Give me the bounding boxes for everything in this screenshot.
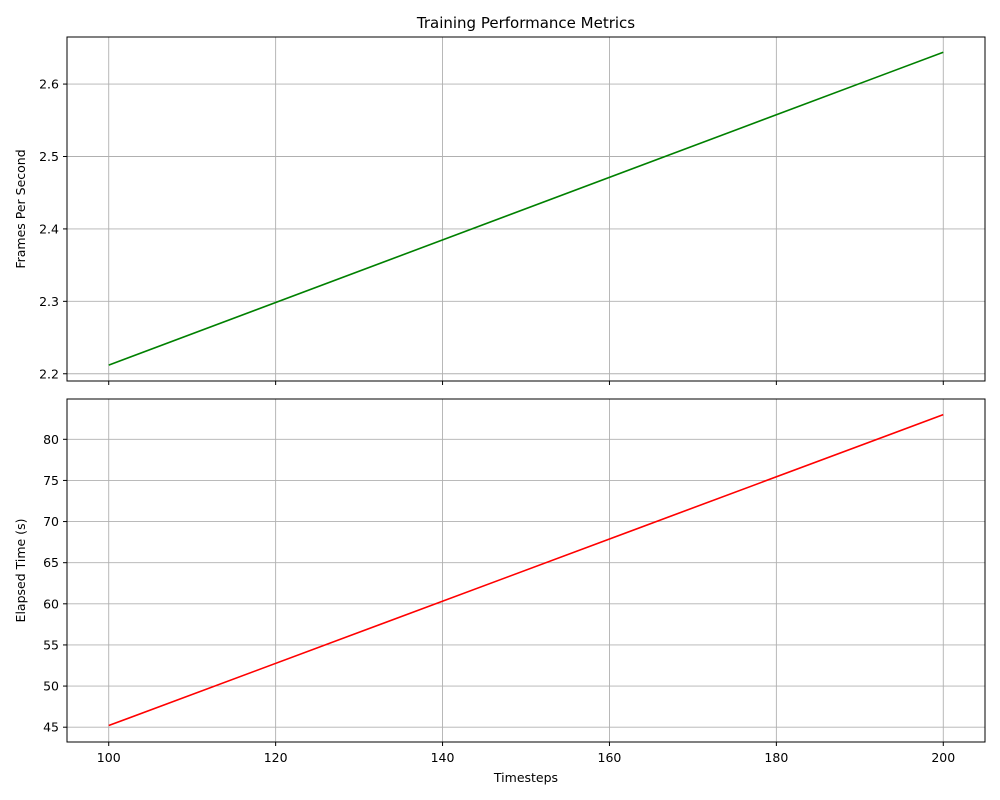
x-tick-label: 100 [97, 750, 121, 765]
y-tick-label: 2.3 [39, 294, 59, 309]
y-tick-label: 2.4 [39, 221, 59, 236]
y-tick-label: 45 [43, 720, 59, 735]
y-tick-label: 60 [43, 596, 59, 611]
y-tick-label: 80 [43, 432, 59, 447]
y-tick-label: 2.6 [39, 77, 59, 92]
y-tick-label: 65 [43, 555, 59, 570]
series-line [108, 413, 944, 727]
y-tick-label: 75 [43, 473, 59, 488]
x-tick-label: 200 [931, 750, 955, 765]
elapsed-time-panel: 100 120 140 160 180 200 45 50 55 60 65 70 75 80 Elapse… [13, 398, 986, 785]
x-axis-label: Timesteps [493, 770, 558, 785]
x-tick-label: 160 [598, 750, 622, 765]
chart-title: Training Performance Metrics [416, 14, 635, 32]
x-tick-label: 120 [264, 750, 288, 765]
y-tick-label: 70 [43, 514, 59, 529]
x-tick-label: 140 [431, 750, 455, 765]
fps-panel: 2.2 2.3 2.4 2.5 2.6 Training Performance Metr… [13, 14, 986, 385]
y-axis-label: Frames Per Second [13, 149, 28, 268]
x-tick-label: 180 [764, 750, 788, 765]
plot-frame [66, 36, 986, 382]
plot-frame [66, 398, 986, 743]
y-tick-label: 55 [43, 637, 59, 652]
y-axis-label: Elapsed Time (s) [13, 519, 28, 623]
series-line [108, 51, 944, 366]
y-tick-label: 2.2 [39, 366, 59, 381]
y-tick-label: 50 [43, 679, 59, 694]
y-tick-label: 2.5 [39, 149, 59, 164]
